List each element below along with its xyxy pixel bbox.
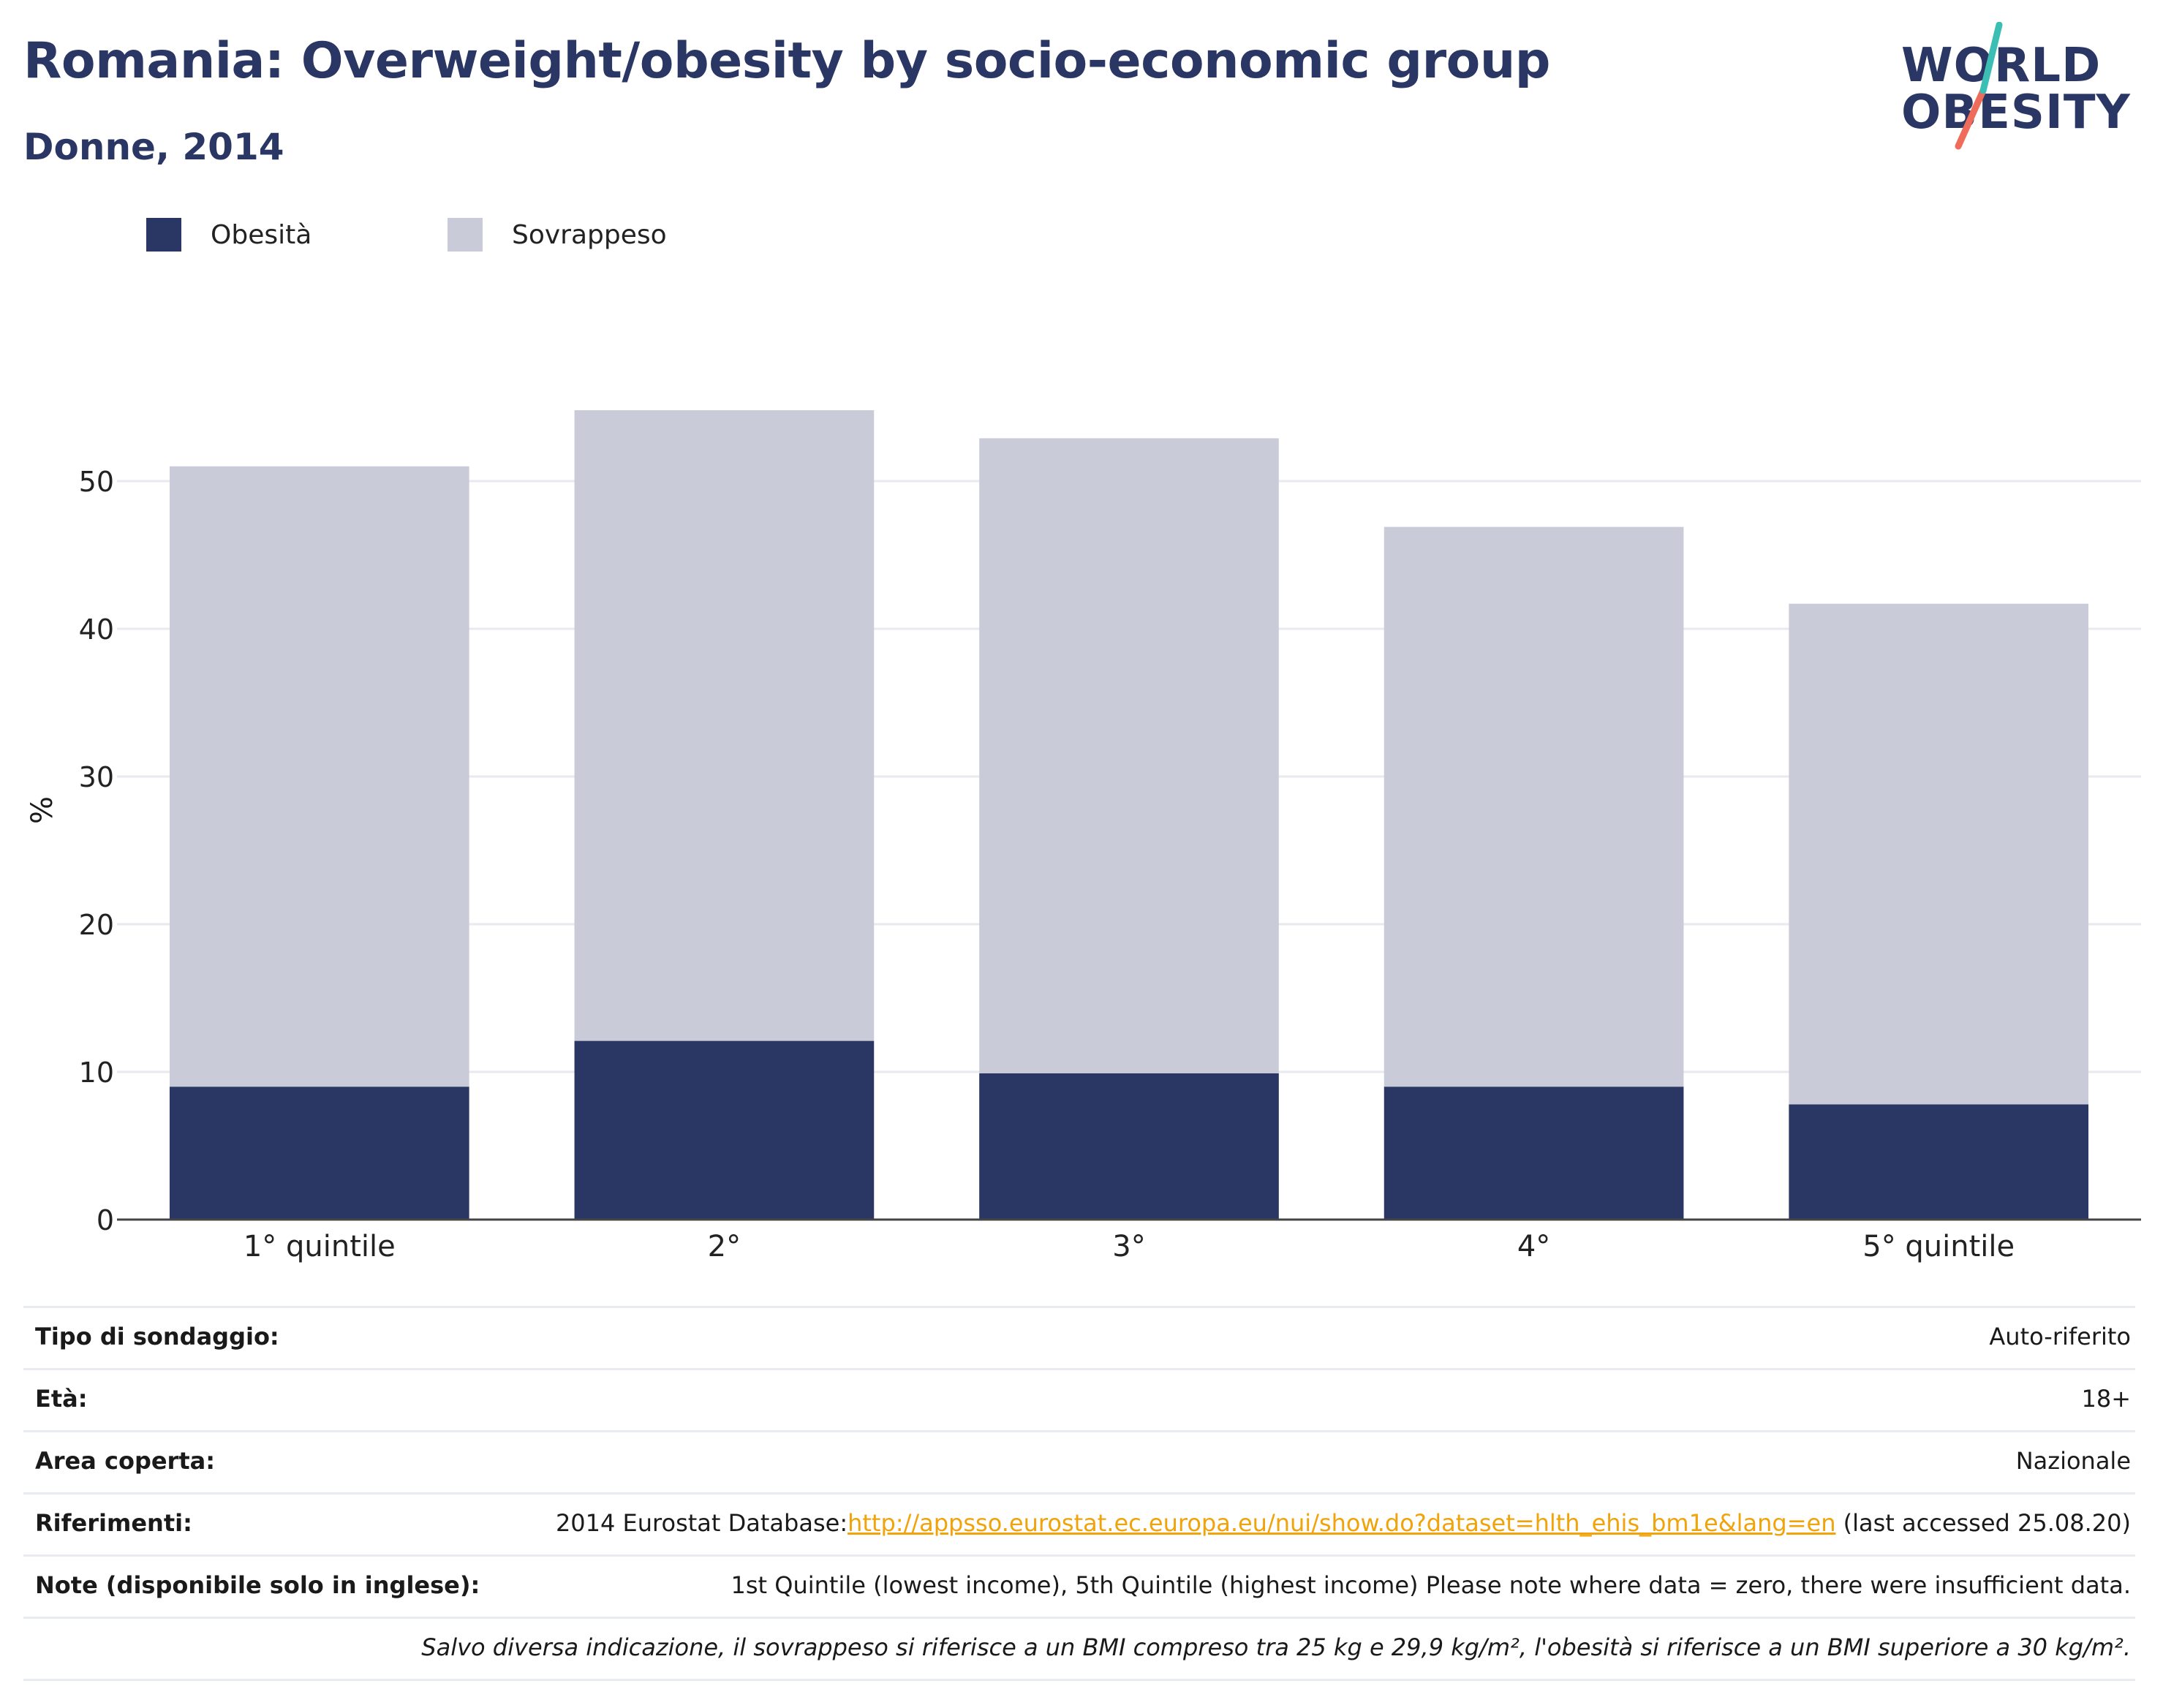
info-label: Età:: [35, 1385, 88, 1413]
chart-subtitle: Donne, 2014: [23, 126, 284, 168]
bar-sovrappeso: [1789, 603, 2089, 1105]
y-tick-label: 30: [79, 761, 114, 793]
info-row-definition-note: Salvo diversa indicazione, il sovrappeso…: [23, 1617, 2135, 1681]
info-row-notes: Note (disponibile solo in inglese): 1st …: [23, 1554, 2135, 1617]
x-tick-label: 3°: [1112, 1230, 1145, 1263]
y-tick-label: 40: [79, 613, 114, 646]
logo-slash-icon: [1955, 22, 2003, 150]
info-label: Tipo di sondaggio:: [35, 1323, 279, 1350]
y-tick-label: 10: [79, 1057, 114, 1089]
legend-swatch-obesita: [146, 218, 181, 252]
bar-obesita: [1789, 1104, 2089, 1220]
reference-link[interactable]: http://appsso.eurostat.ec.europa.eu/nui/…: [848, 1509, 1836, 1537]
bar-obesita: [574, 1040, 875, 1220]
info-value: 2014 Eurostat Database:http://appsso.eur…: [556, 1509, 2131, 1537]
info-value: 18+: [2081, 1385, 2131, 1413]
logo-line-1: WORLD: [1901, 39, 2102, 93]
chart-title: Romania: Overweight/obesity by socio-eco…: [23, 32, 1550, 90]
x-tick-label: 2°: [708, 1230, 741, 1263]
x-tick-label: 5° quintile: [1862, 1230, 2015, 1263]
info-value: Nazionale: [2015, 1447, 2131, 1475]
bar-sovrappeso: [979, 438, 1279, 1074]
legend-label-sovrappeso: Sovrappeso: [512, 220, 667, 250]
logo-line-2: OBESITY: [1901, 86, 2131, 140]
legend-label-obesita: Obesità: [211, 220, 312, 250]
x-tick-label: 1° quintile: [244, 1230, 396, 1263]
x-tick-label: 4°: [1517, 1230, 1550, 1263]
info-value: Auto-riferito: [1989, 1323, 2131, 1350]
bar-obesita: [169, 1087, 469, 1220]
bar-sovrappeso: [574, 410, 875, 1041]
reference-prefix: 2014 Eurostat Database:: [555, 1509, 848, 1537]
info-row-references: Riferimenti: 2014 Eurostat Database:http…: [23, 1492, 2135, 1554]
legend-swatch-sovrappeso: [448, 218, 483, 252]
reference-suffix: (last accessed 25.08.20): [1835, 1509, 2131, 1537]
info-row-survey-type: Tipo di sondaggio: Auto-riferito: [23, 1306, 2135, 1368]
bar-obesita: [979, 1073, 1279, 1220]
y-tick-label: 20: [79, 909, 114, 941]
info-label: Riferimenti:: [35, 1509, 192, 1537]
bar-obesita: [1384, 1087, 1684, 1220]
bar-sovrappeso: [169, 466, 469, 1087]
y-tick-label: 50: [79, 466, 114, 498]
info-table: Tipo di sondaggio: Auto-riferito Età: 18…: [23, 1306, 2135, 1681]
info-label: Note (disponibile solo in inglese):: [35, 1571, 480, 1599]
info-row-area: Area coperta: Nazionale: [23, 1430, 2135, 1492]
world-obesity-logo: WORLD OBESITY: [1901, 22, 2150, 161]
info-value: 1st Quintile (lowest income), 5th Quinti…: [731, 1571, 2132, 1599]
info-label: Area coperta:: [35, 1447, 216, 1475]
stacked-bar-chart: 0 10 20 30 40 50 1° quintile 2° 3° 4° 5° quintile: [79, 410, 2141, 1263]
bar-sovrappeso: [1384, 526, 1684, 1087]
info-row-age: Età: 18+: [23, 1368, 2135, 1430]
y-tick-label: 0: [97, 1204, 114, 1236]
info-value: Salvo diversa indicazione, il sovrappeso…: [421, 1633, 2131, 1661]
